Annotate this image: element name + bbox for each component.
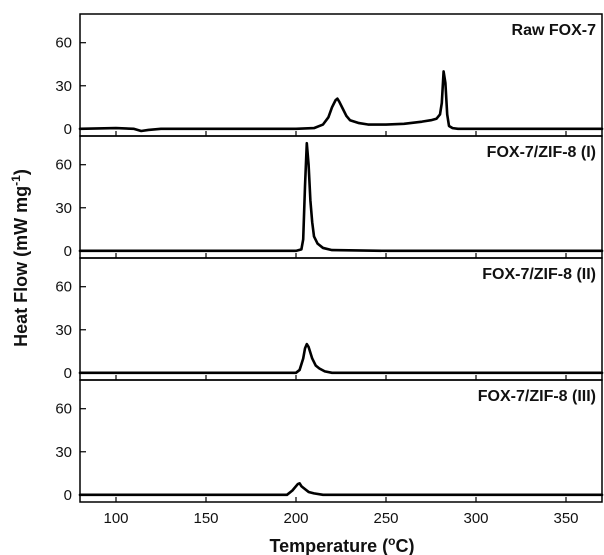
y-tick-label: 60 xyxy=(55,401,72,418)
panel-2: 0 30 60 FOX-7/ZIF-8 (I) xyxy=(55,135,604,260)
shared-x-axis: 100 150 200 250 300 350 xyxy=(103,510,578,527)
y-tick-label: 60 xyxy=(55,157,72,174)
y-tick-label: 0 xyxy=(64,121,72,138)
panel-title: Raw FOX-7 xyxy=(512,22,597,39)
y-tick-label: 30 xyxy=(55,200,72,217)
y-tick-label: 60 xyxy=(55,35,72,52)
panel-title: FOX-7/ZIF-8 (II) xyxy=(482,266,596,283)
x-tick-label: 200 xyxy=(283,510,308,527)
dsc-curve xyxy=(78,70,604,133)
panel-title: FOX-7/ZIF-8 (I) xyxy=(487,144,596,161)
panel-title: FOX-7/ZIF-8 (III) xyxy=(478,388,596,405)
y-tick-label: 60 xyxy=(55,279,72,296)
y-tick-label: 0 xyxy=(64,365,72,382)
y-tick-label: 0 xyxy=(64,487,72,504)
y-tick-label: 0 xyxy=(64,243,72,260)
panel-4: 0 30 60 FOX-7/ZIF-8 (III) xyxy=(55,379,604,504)
y-tick-label: 30 xyxy=(55,444,72,461)
panels-group: 0 30 60 Raw FOX-7 0 30 60 FOX-7/ZIF-8 (I) 0 30 60 F… xyxy=(55,13,604,504)
x-axis-title: Temperature (oC) xyxy=(269,534,414,555)
y-tick-label: 30 xyxy=(55,322,72,339)
x-tick-label: 100 xyxy=(103,510,128,527)
panel-3: 0 30 60 FOX-7/ZIF-8 (II) xyxy=(55,257,604,382)
y-axis-title: Heat Flow (mW mg-1) xyxy=(9,169,31,347)
x-tick-label: 300 xyxy=(463,510,488,527)
panel-frame xyxy=(79,379,603,503)
dsc-curve xyxy=(78,141,604,253)
dsc-curve xyxy=(78,482,604,497)
y-tick-label: 30 xyxy=(55,78,72,95)
panel-1: 0 30 60 Raw FOX-7 xyxy=(55,13,604,138)
x-tick-label: 250 xyxy=(373,510,398,527)
x-tick-label: 350 xyxy=(553,510,578,527)
dsc-curve xyxy=(78,342,604,375)
x-tick-label: 150 xyxy=(193,510,218,527)
